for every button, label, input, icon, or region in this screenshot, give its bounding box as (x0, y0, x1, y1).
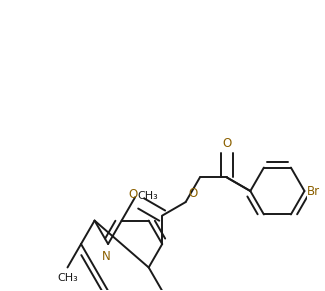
Text: N: N (102, 251, 111, 263)
Text: CH₃: CH₃ (137, 191, 158, 201)
Text: O: O (128, 188, 137, 201)
Text: CH₃: CH₃ (57, 273, 78, 283)
Text: O: O (188, 187, 198, 200)
Text: O: O (222, 137, 231, 150)
Text: Br: Br (307, 184, 320, 198)
